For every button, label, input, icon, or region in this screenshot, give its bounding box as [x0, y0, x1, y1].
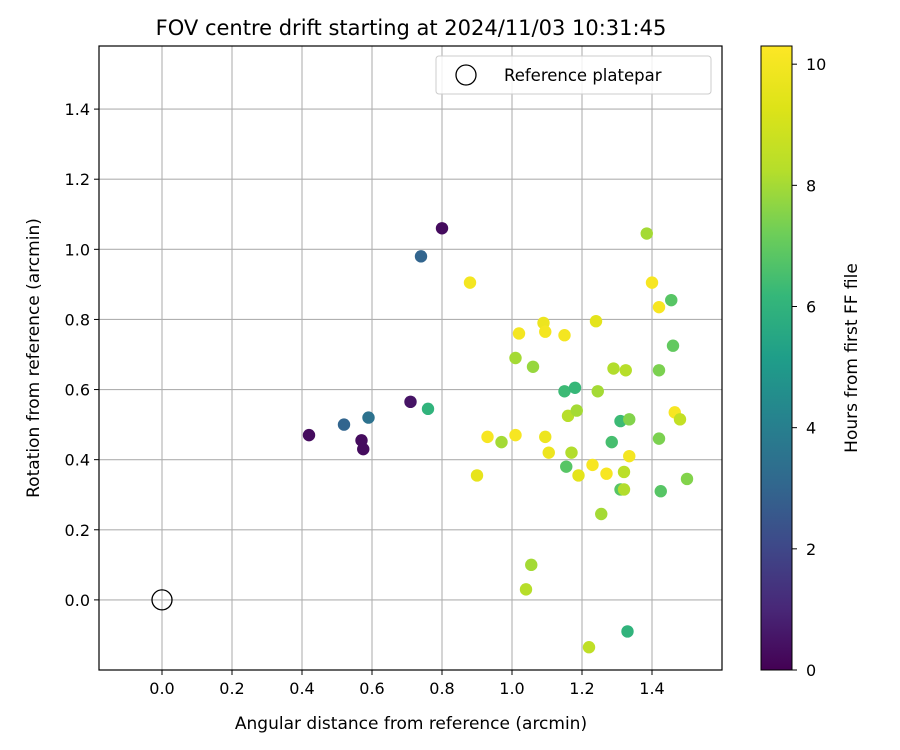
- data-point: [509, 428, 522, 442]
- colorbar-gradient: [760, 45, 793, 671]
- data-point: [525, 558, 538, 572]
- data-point: [568, 381, 582, 394]
- x-tick-label: 1.4: [639, 679, 664, 698]
- y-tick-label: 1.0: [65, 240, 90, 259]
- data-point: [623, 413, 636, 426]
- y-tick-label: 0.6: [65, 381, 90, 400]
- data-point: [617, 483, 631, 496]
- data-point: [640, 227, 653, 240]
- y-tick-label: 0.8: [65, 310, 90, 329]
- data-point: [673, 413, 687, 426]
- data-point: [509, 351, 522, 365]
- reference-platepar-marker: [151, 589, 173, 611]
- x-tick-label: 0.6: [359, 679, 384, 698]
- legend: Reference platepar: [435, 55, 712, 95]
- data-point: [623, 449, 636, 463]
- data-point: [617, 465, 631, 479]
- colorbar-tick-label: 10: [806, 55, 826, 74]
- x-tick-label: 1.0: [499, 679, 524, 698]
- data-point: [654, 485, 667, 498]
- data-point: [600, 467, 613, 480]
- colorbar: 0 2 4 6 8 10 Hours from first FF file: [760, 45, 862, 680]
- data-point: [404, 395, 417, 409]
- data-point: [605, 435, 618, 449]
- data-point: [652, 364, 666, 377]
- y-tick-label: 1.2: [65, 170, 90, 189]
- data-point: [542, 446, 555, 459]
- data-point: [607, 362, 620, 375]
- data-point: [558, 385, 571, 398]
- axis-ticks: 0.0 0.2 0.4 0.6 0.8 1.0 1.2 1.4 0.0 0.2 0.4 0.6 0.8 1…: [65, 100, 665, 698]
- data-point: [470, 469, 484, 482]
- colorbar-tick-label: 2: [806, 540, 816, 559]
- data-point: [495, 435, 508, 449]
- data-point: [565, 446, 578, 459]
- data-point: [337, 418, 351, 431]
- data-point: [362, 411, 375, 424]
- data-point: [591, 385, 604, 398]
- data-point: [539, 325, 552, 338]
- data-point: [539, 430, 552, 444]
- data-point: [665, 293, 678, 307]
- data-point: [589, 314, 603, 328]
- data-point: [302, 428, 316, 442]
- colorbar-ticks: 0 2 4 6 8 10: [792, 55, 826, 680]
- y-tick-label: 1.4: [65, 100, 90, 119]
- data-point: [421, 402, 435, 416]
- data-point: [481, 430, 494, 444]
- data-point: [435, 222, 449, 235]
- data-point: [586, 458, 599, 472]
- x-tick-label: 0.8: [429, 679, 454, 698]
- colorbar-tick-label: 0: [806, 661, 816, 680]
- data-point: [570, 404, 583, 417]
- data-point: [414, 250, 428, 263]
- data-point: [619, 364, 632, 377]
- y-tick-label: 0.4: [65, 451, 90, 470]
- colorbar-label: Hours from first FF file: [842, 263, 862, 453]
- colorbar-tick-label: 8: [806, 176, 816, 195]
- legend-label-reference: Reference platepar: [504, 66, 662, 85]
- x-tick-label: 1.2: [569, 679, 594, 698]
- data-point: [645, 276, 659, 289]
- data-points: [151, 222, 694, 654]
- x-tick-label: 0.0: [149, 679, 174, 698]
- data-point: [595, 507, 608, 521]
- colorbar-tick-label: 4: [806, 419, 816, 438]
- x-axis-label: Angular distance from reference (arcmin): [235, 714, 587, 734]
- plot-area: [99, 46, 722, 670]
- data-point: [652, 432, 666, 445]
- data-point: [666, 339, 680, 352]
- data-point: [572, 469, 585, 482]
- x-tick-label: 0.2: [219, 679, 244, 698]
- plot-frame: [98, 45, 723, 671]
- y-axis-label: Rotation from reference (arcmin): [24, 218, 44, 498]
- data-point: [582, 641, 596, 654]
- data-point: [560, 460, 573, 473]
- data-point: [680, 472, 694, 486]
- data-point: [558, 329, 571, 342]
- x-tick-label: 0.4: [289, 679, 314, 698]
- data-point: [652, 300, 666, 314]
- data-point: [621, 625, 634, 638]
- data-point: [512, 327, 526, 340]
- data-point: [463, 276, 477, 289]
- colorbar-tick-label: 6: [806, 298, 816, 317]
- data-point: [526, 360, 540, 373]
- legend-marker-hollow-circle: [455, 64, 477, 86]
- chart-title: FOV centre drift starting at 2024/11/03 …: [156, 16, 667, 40]
- data-point: [519, 583, 533, 596]
- y-tick-label: 0.0: [65, 591, 90, 610]
- y-tick-label: 0.2: [65, 521, 90, 540]
- legend-box: [435, 55, 712, 95]
- data-point: [357, 442, 370, 456]
